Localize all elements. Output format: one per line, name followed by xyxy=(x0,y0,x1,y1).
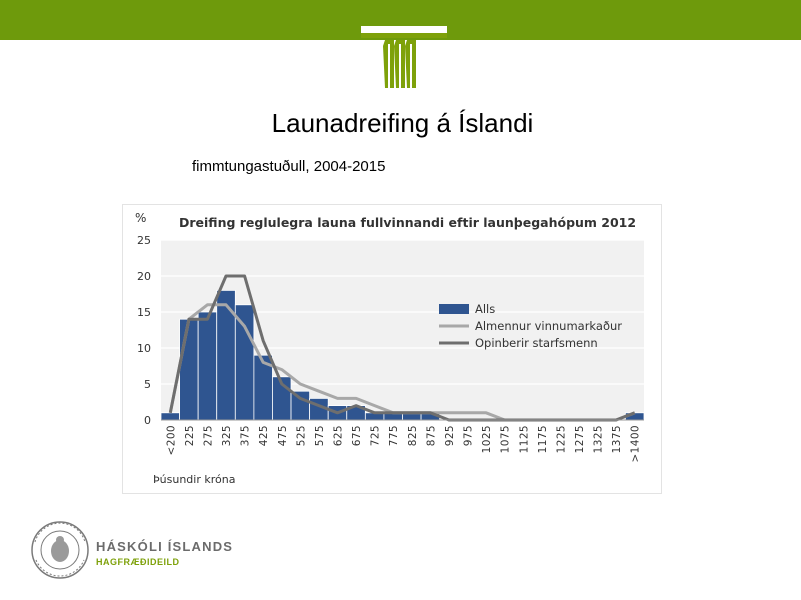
x-tick-label: <200 xyxy=(165,425,177,455)
legend-label-0: Alls xyxy=(475,302,495,316)
university-pillars-logo-icon xyxy=(361,26,447,88)
slide-subtitle: fimmtungastuðull, 2004-2015 xyxy=(192,158,386,175)
chart-title: Dreifing reglulegra launa fullvinnandi e… xyxy=(179,215,636,230)
x-tick-label: 1275 xyxy=(574,425,586,453)
x-tick-label: 925 xyxy=(444,425,456,446)
x-tick-label: 525 xyxy=(295,425,307,446)
x-tick-label: 1125 xyxy=(518,425,530,453)
x-tick-label: 1375 xyxy=(611,425,623,453)
x-tick-label: 975 xyxy=(463,425,475,446)
x-tick-label: 775 xyxy=(388,425,400,446)
bar-1 xyxy=(179,318,199,421)
bar-2 xyxy=(197,311,218,421)
x-tick-label: 475 xyxy=(277,425,289,446)
department-name: HAGFRÆÐIDEILD xyxy=(96,557,180,567)
x-tick-label: 325 xyxy=(221,425,233,446)
y-tick-label: 20 xyxy=(137,270,151,283)
x-tick-label: 625 xyxy=(332,425,344,446)
y-tick-label: 15 xyxy=(137,306,151,319)
x-tick-label: 675 xyxy=(351,425,363,446)
x-tick-label: 275 xyxy=(202,425,214,446)
bar-7 xyxy=(290,390,311,421)
y-tick-label: 25 xyxy=(137,234,151,247)
x-tick-label: 1075 xyxy=(500,425,512,453)
bar-0 xyxy=(160,412,180,421)
x-tick-label: 1325 xyxy=(593,425,605,453)
x-axis-label: Þúsundir króna xyxy=(153,473,235,486)
x-tick-label: 225 xyxy=(184,425,196,446)
university-seal-icon xyxy=(31,521,89,579)
university-name: HÁSKÓLI ÍSLANDS xyxy=(96,539,234,554)
x-tick-label: >1400 xyxy=(630,425,642,463)
y-tick-label: 0 xyxy=(144,414,151,427)
x-tick-label: 725 xyxy=(370,425,382,446)
slide-title: Launadreifing á Íslandi xyxy=(271,108,534,138)
legend-label-2: Opinberir starfsmenn xyxy=(475,336,598,350)
chart-container: Dreifing reglulegra launa fullvinnandi e… xyxy=(122,204,662,494)
distribution-chart: Dreifing reglulegra launa fullvinnandi e… xyxy=(135,211,645,486)
bar-3 xyxy=(216,290,236,421)
y-tick-label: 10 xyxy=(137,342,151,355)
bar-4 xyxy=(234,304,255,421)
x-tick-label: 1175 xyxy=(537,425,549,453)
legend-label-1: Almennur vinnumarkaður xyxy=(475,319,622,333)
y-tick-label: 5 xyxy=(144,378,151,391)
y-axis-label: % xyxy=(135,211,146,225)
x-tick-label: 825 xyxy=(407,425,419,446)
x-tick-label: 375 xyxy=(240,425,252,446)
x-tick-label: 1025 xyxy=(481,425,493,453)
x-tick-label: 875 xyxy=(425,425,437,446)
x-tick-label: 425 xyxy=(258,425,270,446)
x-tick-label: 1225 xyxy=(555,425,567,453)
legend-swatch-0 xyxy=(439,304,469,314)
x-tick-label: 575 xyxy=(314,425,326,446)
